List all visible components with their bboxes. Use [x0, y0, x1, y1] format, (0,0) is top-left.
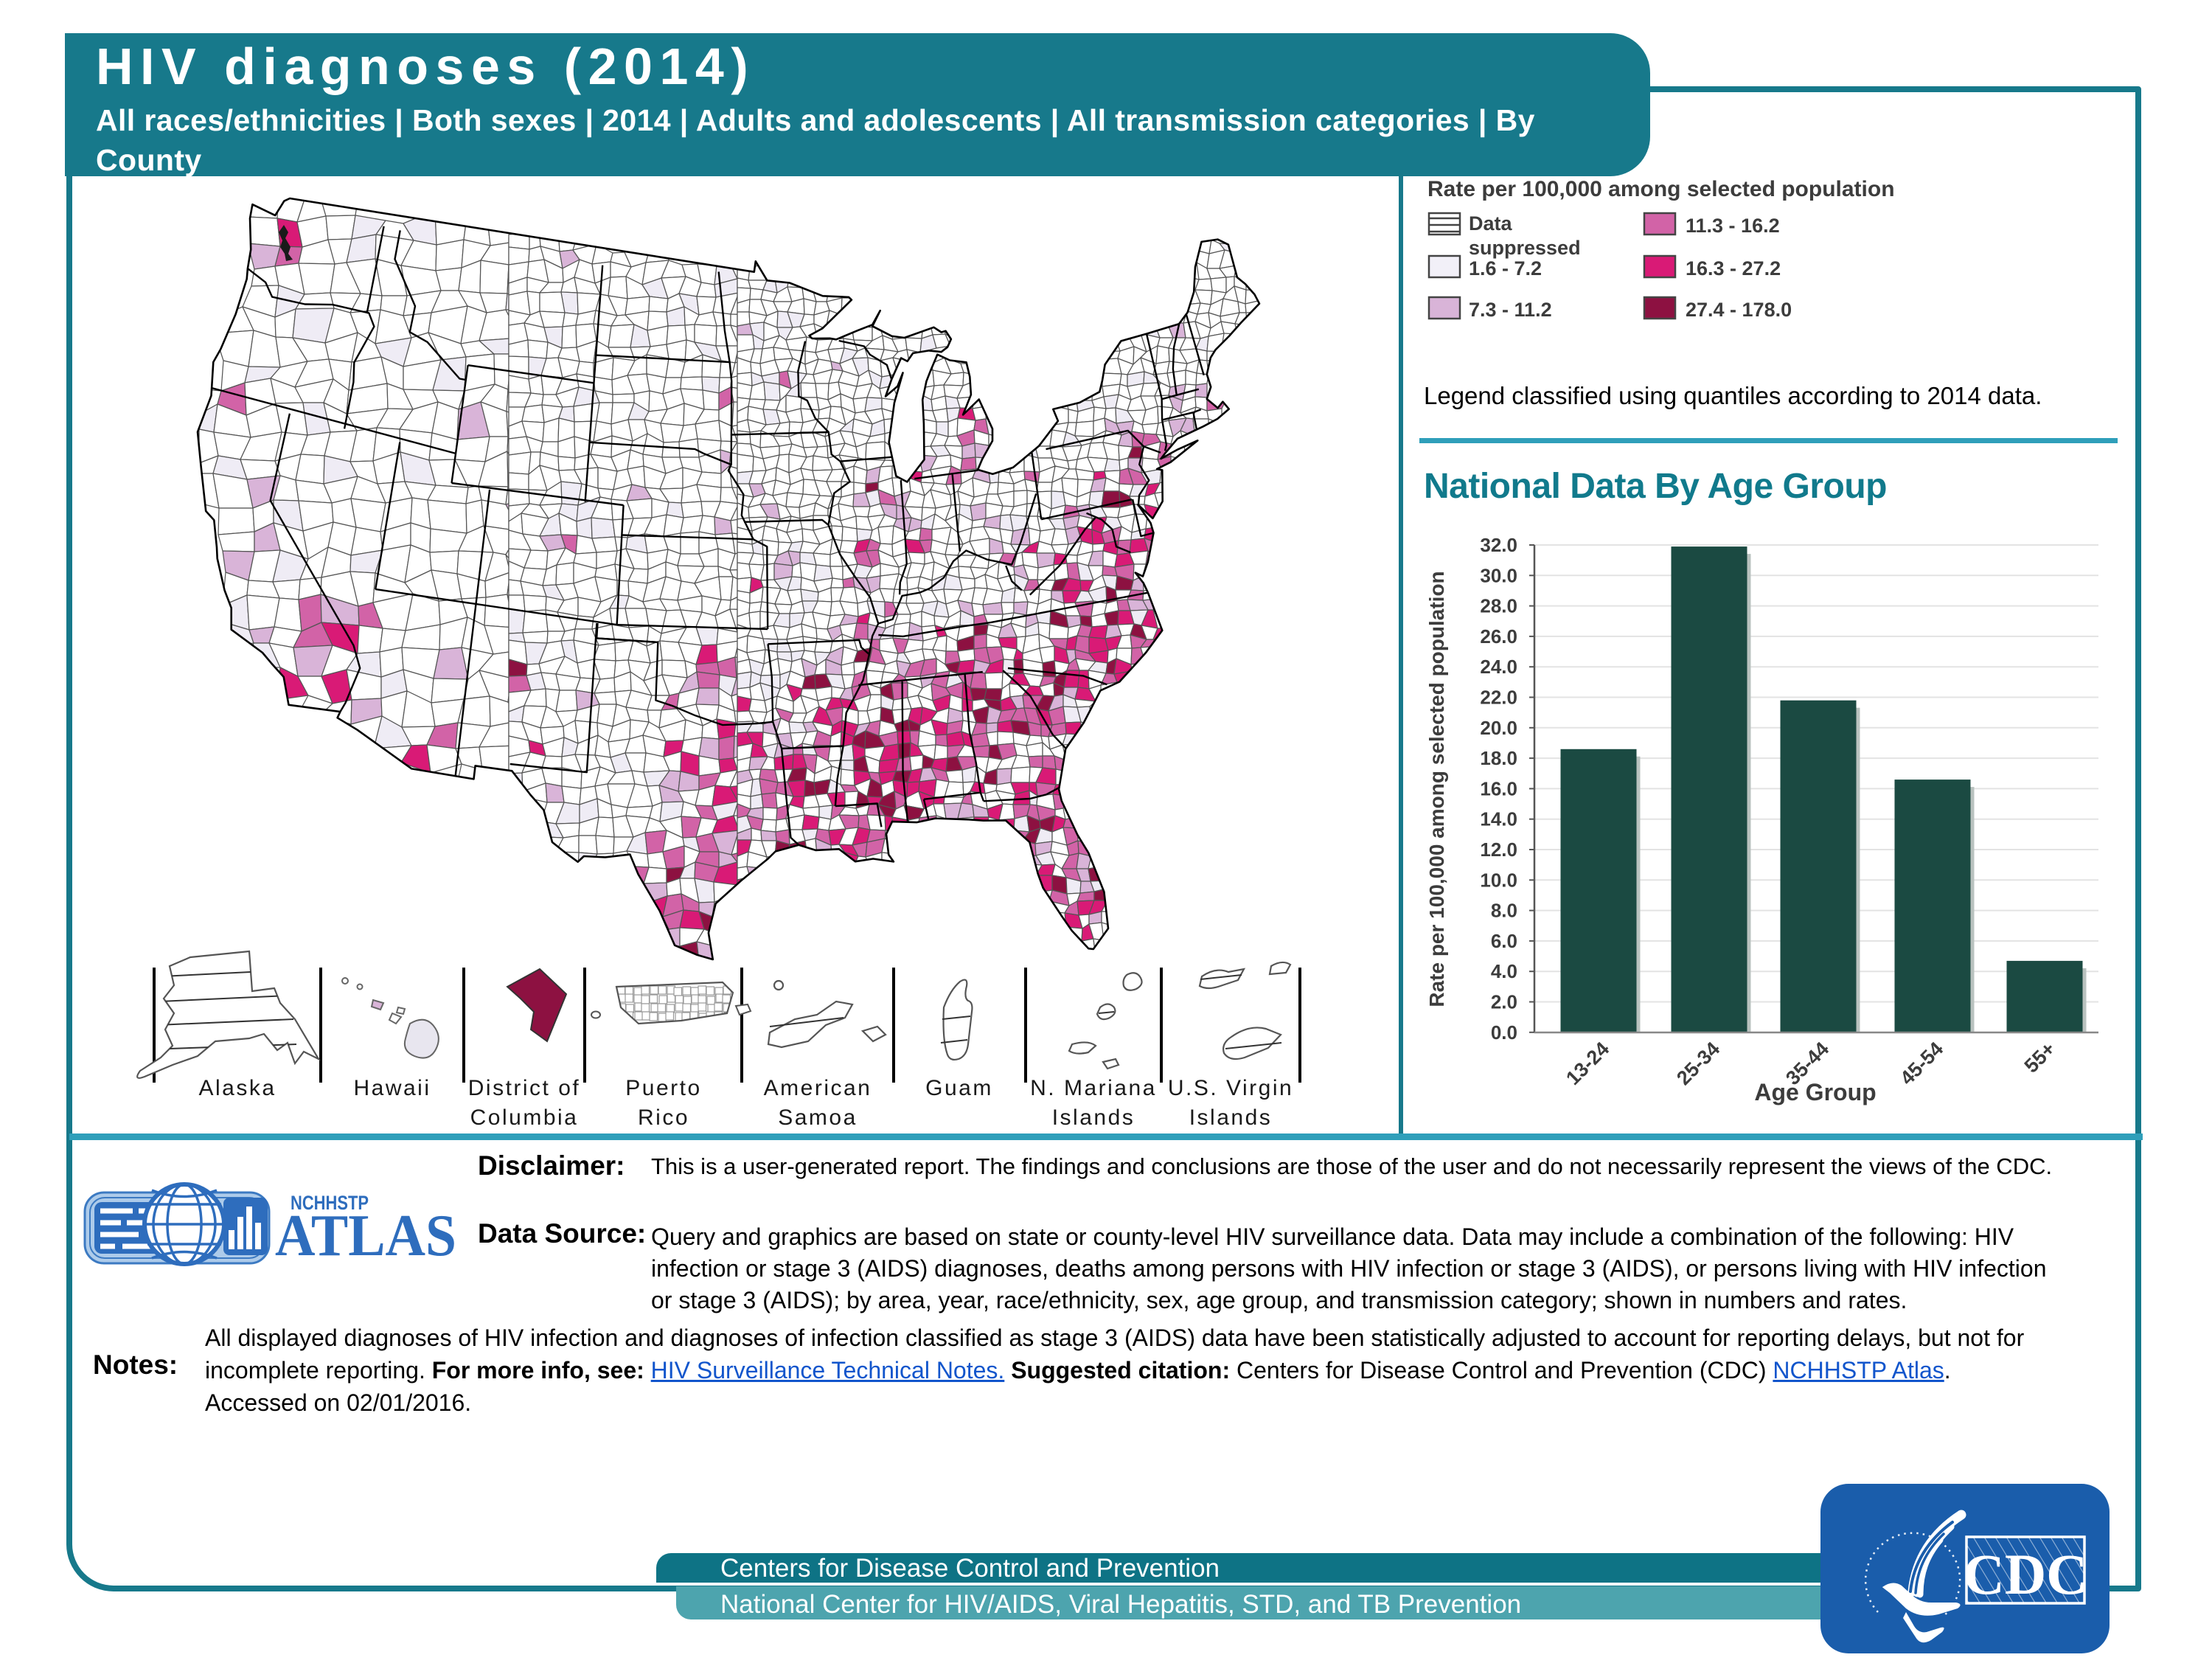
svg-text:55+: 55+ [2020, 1038, 2060, 1077]
svg-text:ATLAS: ATLAS [275, 1204, 456, 1268]
svg-text:26.0: 26.0 [1480, 625, 1517, 648]
svg-text:24.0: 24.0 [1480, 656, 1517, 678]
svg-text:28.0: 28.0 [1480, 595, 1517, 617]
svg-text:13-24: 13-24 [1562, 1038, 1613, 1089]
svg-text:2.0: 2.0 [1491, 991, 1517, 1013]
svg-text:25-34: 25-34 [1672, 1038, 1724, 1089]
svg-text:18.0: 18.0 [1480, 747, 1517, 769]
svg-text:30.0: 30.0 [1480, 564, 1517, 586]
svg-text:8.0: 8.0 [1491, 900, 1517, 922]
svg-text:Age Group: Age Group [1754, 1079, 1876, 1105]
svg-text:45-54: 45-54 [1896, 1038, 1947, 1089]
svg-text:NCHHSTP: NCHHSTP [291, 1192, 369, 1214]
svg-text:16.0: 16.0 [1480, 777, 1517, 799]
svg-text:14.0: 14.0 [1480, 808, 1517, 830]
svg-text:4.0: 4.0 [1491, 960, 1517, 982]
svg-text:0.0: 0.0 [1491, 1021, 1517, 1044]
svg-text:22.0: 22.0 [1480, 687, 1517, 709]
svg-text:12.0: 12.0 [1480, 839, 1517, 861]
svg-text:Rate per 100,000 among selecte: Rate per 100,000 among selected populati… [1425, 571, 1448, 1007]
svg-text:CDC: CDC [1964, 1542, 2088, 1606]
svg-text:32.0: 32.0 [1480, 534, 1517, 556]
svg-text:10.0: 10.0 [1480, 869, 1517, 891]
svg-text:6.0: 6.0 [1491, 930, 1517, 952]
svg-text:20.0: 20.0 [1480, 717, 1517, 739]
